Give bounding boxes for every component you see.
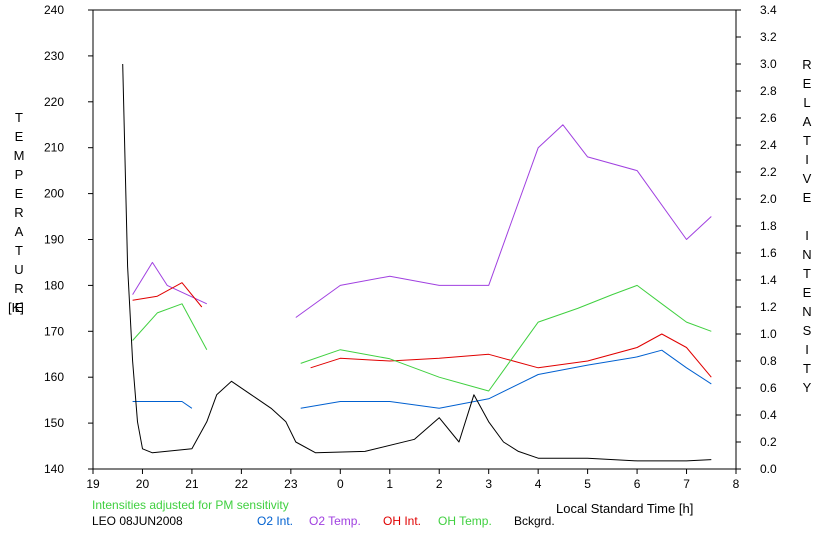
y-left-tick-label: 190 xyxy=(44,233,64,247)
y-right-tick-label: 2.0 xyxy=(760,192,777,206)
series-line-o2-int xyxy=(132,401,193,409)
y-axis-right: 0.0 0.2 0.4 0.6 0.8 1.0 1.2 1.4 1.6 1.8 2.0 2.2 2.4 2… xyxy=(736,3,777,476)
x-tick-label: 2 xyxy=(436,477,443,491)
legend-o2-temp: O2 Temp. xyxy=(309,514,361,528)
series-line-oh-int xyxy=(310,333,712,378)
y-right-tick-label: 2.8 xyxy=(760,84,777,98)
x-tick-label: 5 xyxy=(584,477,591,491)
y-right-tick-label: 0.0 xyxy=(760,462,777,476)
y-right-tick-label: 3.2 xyxy=(760,30,777,44)
x-tick-label: 23 xyxy=(284,477,298,491)
series-line-oh-int xyxy=(132,282,203,308)
x-tick-label: 21 xyxy=(185,477,199,491)
y-right-tick-label: 2.4 xyxy=(760,138,777,152)
series-line-bckgrd xyxy=(122,63,712,462)
y-right-tick-label: 0.6 xyxy=(760,381,777,395)
y-right-tick-label: 0.8 xyxy=(760,354,777,368)
series-line-o2-temp xyxy=(295,124,712,318)
y-right-tick-label: 2.6 xyxy=(760,111,777,125)
x-axis-label: Local Standard Time [h] xyxy=(556,501,694,516)
series-line-o2-int xyxy=(300,349,712,409)
y-right-tick-label: 2.2 xyxy=(760,165,777,179)
series-line-oh-temp xyxy=(300,284,712,392)
series-layer xyxy=(122,63,712,462)
x-tick-label: 22 xyxy=(235,477,249,491)
y-left-tick-label: 200 xyxy=(44,187,64,201)
y-right-tick-label: 0.2 xyxy=(760,435,777,449)
x-tick-label: 4 xyxy=(535,477,542,491)
x-tick-label: 0 xyxy=(337,477,344,491)
plot-frame xyxy=(92,9,737,470)
x-tick-label: 8 xyxy=(733,477,740,491)
y-left-tick-label: 240 xyxy=(44,3,64,17)
x-tick-label: 3 xyxy=(485,477,492,491)
x-axis: 19 20 21 22 23 0 1 2 3 4 5 6 7 8 xyxy=(86,469,740,491)
y-axis-left: 140 150 160 170 180 190 200 210 220 230 240 xyxy=(44,3,93,476)
y-right-tick-label: 3.0 xyxy=(760,57,777,71)
series-line-oh-temp xyxy=(132,303,208,350)
y-right-tick-label: 1.6 xyxy=(760,246,777,260)
y-right-tick-label: 1.2 xyxy=(760,300,777,314)
y-left-tick-label: 150 xyxy=(44,416,64,430)
y-right-tick-label: 1.4 xyxy=(760,273,777,287)
legend-oh-int: OH Int. xyxy=(383,514,422,528)
series-line-o2-temp xyxy=(132,261,208,305)
x-tick-label: 6 xyxy=(634,477,641,491)
y-axis-left-unit: [K] xyxy=(8,300,24,315)
legend-o2-int: O2 Int. xyxy=(257,514,294,528)
y-left-tick-label: 180 xyxy=(44,278,64,292)
y-left-tick-label: 230 xyxy=(44,49,64,63)
y-left-tick-label: 160 xyxy=(44,370,64,384)
legend-oh-temp: OH Temp. xyxy=(438,514,492,528)
y-left-tick-label: 140 xyxy=(44,462,64,476)
station-label: LEO 08JUN2008 xyxy=(92,514,183,528)
y-right-tick-label: 1.0 xyxy=(760,327,777,341)
y-left-tick-label: 220 xyxy=(44,95,64,109)
y-left-tick-label: 170 xyxy=(44,324,64,338)
y-right-tick-label: 3.4 xyxy=(760,3,777,17)
x-tick-label: 19 xyxy=(86,477,100,491)
x-tick-label: 1 xyxy=(386,477,393,491)
y-right-tick-label: 0.4 xyxy=(760,408,777,422)
y-left-tick-label: 210 xyxy=(44,141,64,155)
x-tick-label: 7 xyxy=(683,477,690,491)
x-tick-label: 20 xyxy=(136,477,150,491)
annotation-pm-sensitivity: Intensities adjusted for PM sensitivity xyxy=(92,498,289,512)
y-right-tick-label: 1.8 xyxy=(760,219,777,233)
legend-bckgrd: Bckgrd. xyxy=(514,514,555,528)
